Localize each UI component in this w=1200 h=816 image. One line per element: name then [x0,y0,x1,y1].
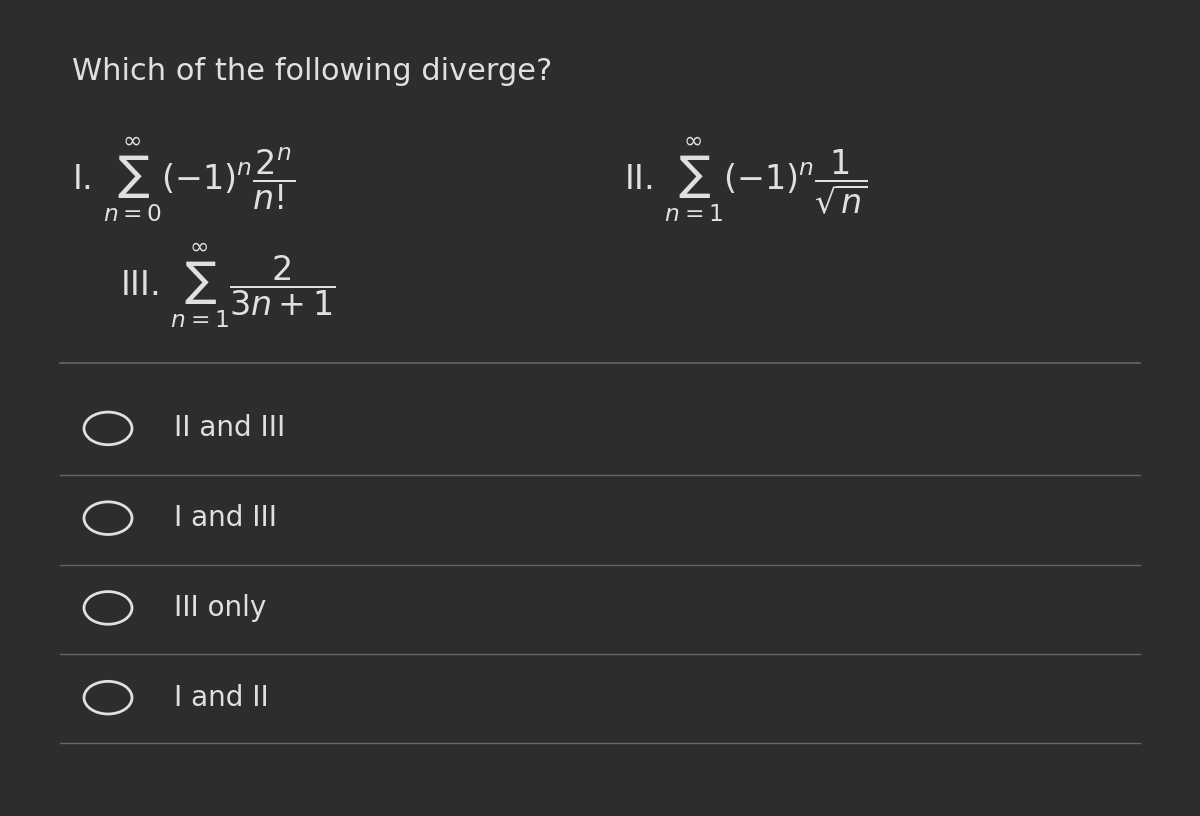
Text: II. $\sum_{n=1}^{\infty}(-1)^n\dfrac{1}{\sqrt{n}}$: II. $\sum_{n=1}^{\infty}(-1)^n\dfrac{1}{… [624,135,868,224]
Text: I and III: I and III [174,504,277,532]
Text: I. $\sum_{n=0}^{\infty}(-1)^n\dfrac{2^n}{n!}$: I. $\sum_{n=0}^{\infty}(-1)^n\dfrac{2^n}… [72,135,295,224]
Text: II and III: II and III [174,415,286,442]
Text: Which of the following diverge?: Which of the following diverge? [72,57,552,86]
Text: I and II: I and II [174,684,269,712]
Text: III. $\sum_{n=1}^{\infty}\dfrac{2}{3n+1}$: III. $\sum_{n=1}^{\infty}\dfrac{2}{3n+1}… [120,242,336,330]
Text: III only: III only [174,594,266,622]
